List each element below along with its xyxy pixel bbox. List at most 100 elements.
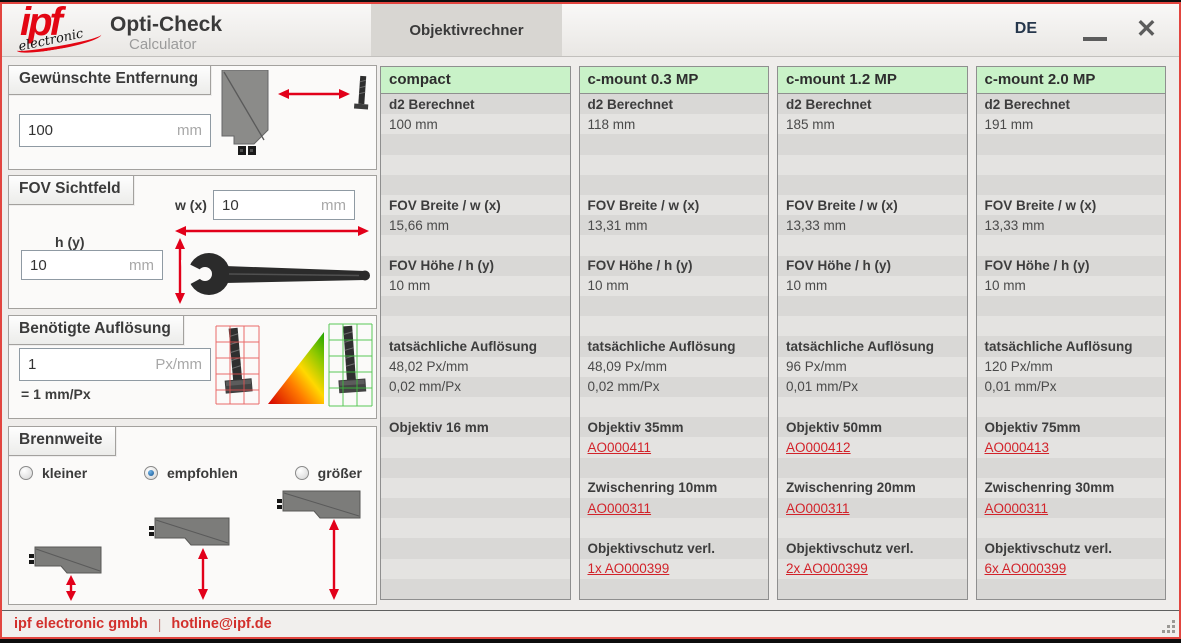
section-resolution-header: Benötigte Auflösung [8,315,184,345]
result-row: 96 Px/mm [778,356,967,377]
result-column: c-mount 1.2 MP d2 Berechnet 185 mm FOV Brei… [777,66,968,600]
result-row [778,457,967,478]
result-row [778,578,967,600]
distance-field: mm [19,114,211,147]
article-link-row: 2x AO000399 [778,558,967,579]
camera-small-icon [277,490,361,519]
result-row: 48,02 Px/mm [381,356,570,377]
screw-grid-green-icon [328,323,373,407]
results-area: compact d2 Berechnet 100 mm FOV Breite / w … [380,66,1166,600]
result-row [976,174,1165,196]
result-label: FOV Breite / w (x) [587,197,700,213]
result-row: Objektivschutz verl. [778,538,967,559]
article-link[interactable]: AO000311 [587,500,652,516]
result-label: FOV Breite / w (x) [389,197,501,213]
result-label: Objektiv 75mm [984,419,1081,435]
result-row: FOV Höhe / h (y) [976,255,1165,276]
result-row: 13,31 mm [579,215,768,236]
radio-button-icon[interactable] [144,466,158,480]
result-row [381,538,570,559]
section-focal: Brennweite kleiner empfohlen größer [8,426,377,605]
result-value: 191 mm [984,116,1034,132]
result-row: 0,01 mm/Px [778,376,967,398]
section-resolution: Benötigte Auflösung Px/mm = 1 mm/Px [8,315,377,419]
result-row [381,397,570,418]
status-separator: | [157,616,162,632]
result-row [579,235,768,256]
result-column-header: c-mount 0.3 MP [579,67,768,94]
fov-height-unit: mm [129,256,154,274]
minimize-button[interactable] [1083,37,1107,41]
focal-option[interactable]: größer [294,465,362,481]
radio-button-icon[interactable] [19,466,33,480]
result-value: 96 Px/mm [786,359,847,375]
hotline-email-link[interactable]: hotline@ipf.de [171,616,272,632]
result-row [778,174,967,196]
result-row [381,477,570,499]
result-label: tatsächliche Auflösung [587,339,736,355]
main-area: Gewünschte Entfernung mm [2,57,1179,610]
result-row: FOV Breite / w (x) [976,195,1165,216]
resolution-unit: Px/mm [155,356,202,373]
result-row: Objektiv 75mm [976,417,1165,438]
article-link[interactable]: 6x AO000399 [984,561,1067,577]
company-name: ipf electronic gmbh [14,616,148,632]
result-label: tatsächliche Auflösung [786,339,935,355]
distance-unit: mm [177,122,202,139]
tab-objektivrechner[interactable]: Objektivrechner [371,4,562,56]
article-link[interactable]: AO000413 [984,440,1050,456]
article-link-row: AO000311 [579,498,768,519]
resize-grip[interactable] [1162,620,1176,634]
resolution-illustration [215,323,373,407]
language-toggle[interactable]: DE [1014,20,1037,37]
article-link[interactable]: AO000311 [984,500,1049,516]
distance-arrow-icon [278,89,350,99]
article-link[interactable]: AO000412 [786,440,851,456]
article-link[interactable]: 1x AO000399 [587,561,670,577]
result-row [579,518,768,539]
result-label: Objektiv 16 mm [389,419,489,435]
article-link[interactable]: AO000311 [786,500,850,516]
result-row: Objektivschutz verl. [579,538,768,559]
distance-input[interactable] [20,121,177,140]
result-row [381,558,570,579]
result-row [778,154,967,175]
resolution-field: Px/mm [19,348,211,381]
result-row: 0,01 mm/Px [976,376,1165,398]
result-label: d2 Berechnet [587,96,674,112]
fov-width-input[interactable] [214,195,321,215]
result-row: Zwischenring 10mm [579,477,768,499]
result-row: Objektiv 16 mm [381,417,570,438]
result-row [579,578,768,600]
result-row [976,397,1165,418]
result-label: Zwischenring 20mm [786,480,916,496]
fov-height-input[interactable] [22,255,129,275]
status-bar: ipf electronic gmbh | hotline@ipf.de [2,610,1179,637]
result-row: 13,33 mm [976,215,1165,236]
article-link-row: 6x AO000399 [976,558,1165,579]
resolution-input[interactable] [20,355,156,374]
resolution-gradient-icon [268,332,324,404]
result-row [579,296,768,317]
result-row: 48,09 Px/mm [579,356,768,377]
result-row [976,235,1165,256]
app-title: Opti-Check [110,13,223,36]
result-row [381,578,570,600]
result-row: 0,02 mm/Px [579,376,768,398]
focal-option[interactable]: kleiner [19,465,87,481]
result-row [579,174,768,196]
result-value: 48,02 Px/mm [389,359,469,375]
result-label: tatsächliche Auflösung [389,339,538,355]
focal-option[interactable]: empfohlen [144,465,238,481]
article-link[interactable]: AO000411 [587,440,652,456]
result-row: d2 Berechnet [579,94,768,115]
result-value: 0,01 mm/Px [984,379,1057,395]
result-row [381,154,570,175]
radio-button-icon[interactable] [294,466,309,480]
result-row [579,154,768,175]
section-distance-header: Gewünschte Entfernung [8,65,212,95]
result-column: compact d2 Berechnet 100 mm FOV Breite / w … [380,66,571,600]
article-link-row: AO000411 [579,437,768,458]
close-button[interactable]: ✕ [1136,15,1157,43]
article-link[interactable]: 2x AO000399 [786,561,868,577]
